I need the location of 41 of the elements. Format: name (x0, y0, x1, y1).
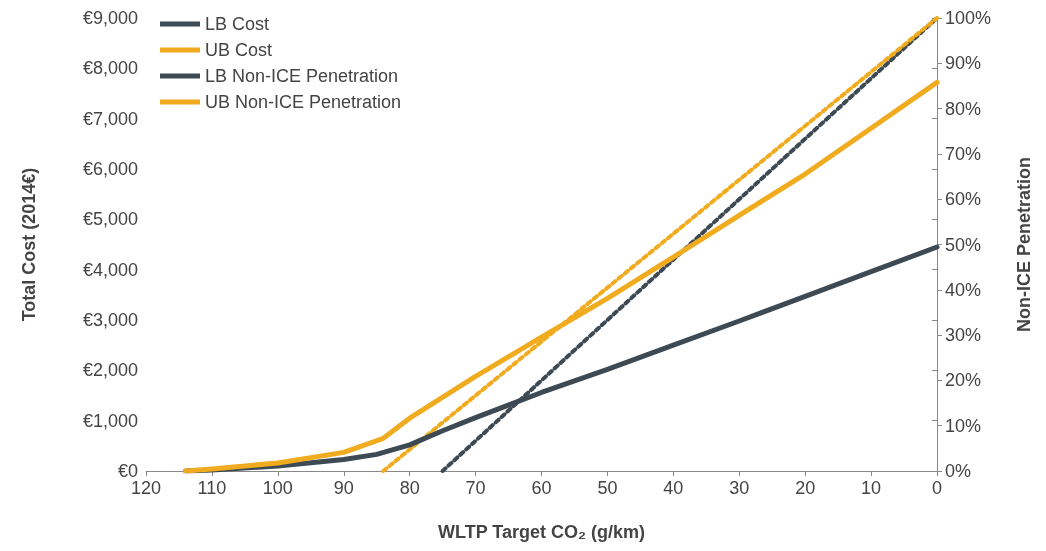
x-axis-title: WLTP Target CO₂ (g/km) (438, 522, 646, 542)
x-tick-label: 70 (465, 478, 486, 498)
y2-tick-label: 60% (945, 189, 982, 210)
y2-tick-label: 10% (945, 415, 982, 436)
y-axis-title: Total Cost (2014€) (19, 167, 39, 322)
x-tick-label: 0 (931, 478, 943, 498)
y2-tick-label: 80% (945, 98, 982, 119)
x-tick-label: 110 (197, 478, 227, 498)
y2-tick-label: 0% (945, 461, 972, 481)
x-tick-label: 60 (531, 478, 552, 498)
legend-label: UB Non-ICE Penetration (205, 92, 402, 112)
x-tick-label: 120 (130, 478, 162, 498)
y-tick-label: €5,000 (82, 209, 138, 230)
y-tick-label: €6,000 (82, 159, 138, 179)
y2-tick-label: 90% (945, 53, 982, 74)
y-tick-label: €9,000 (82, 8, 138, 28)
y-tick-label: €4,000 (82, 259, 138, 280)
legend-label: LB Cost (205, 14, 270, 34)
x-tick-label: 100 (262, 478, 293, 498)
y2-tick-label: 100% (945, 8, 992, 28)
x-tick-label: 90 (333, 478, 354, 498)
x-tick-label: 80 (399, 478, 420, 498)
legend-label: UB Cost (205, 40, 273, 60)
y2-axis-title: Non-ICE Penetration (1014, 156, 1034, 333)
x-tick-label: 10 (861, 478, 882, 498)
y2-tick-label: 20% (945, 370, 982, 391)
y-tick-label: €0 (117, 461, 138, 481)
x-tick-label: 20 (795, 478, 816, 498)
y2-tick-label: 40% (945, 279, 982, 300)
y-tick-label: €3,000 (82, 310, 138, 330)
legend-label: LB Non-ICE Penetration (205, 66, 399, 86)
x-tick-label: 50 (597, 478, 618, 498)
y-tick-label: €8,000 (82, 58, 138, 79)
y-tick-label: €1,000 (82, 410, 138, 431)
y-tick-label: €2,000 (82, 360, 138, 381)
y-tick-label: €7,000 (82, 108, 138, 129)
x-tick-label: 30 (729, 478, 750, 498)
y2-tick-label: 30% (945, 325, 982, 346)
y2-tick-label: 70% (945, 143, 982, 164)
x-tick-label: 40 (663, 478, 684, 498)
y2-tick-label: 50% (945, 234, 982, 255)
